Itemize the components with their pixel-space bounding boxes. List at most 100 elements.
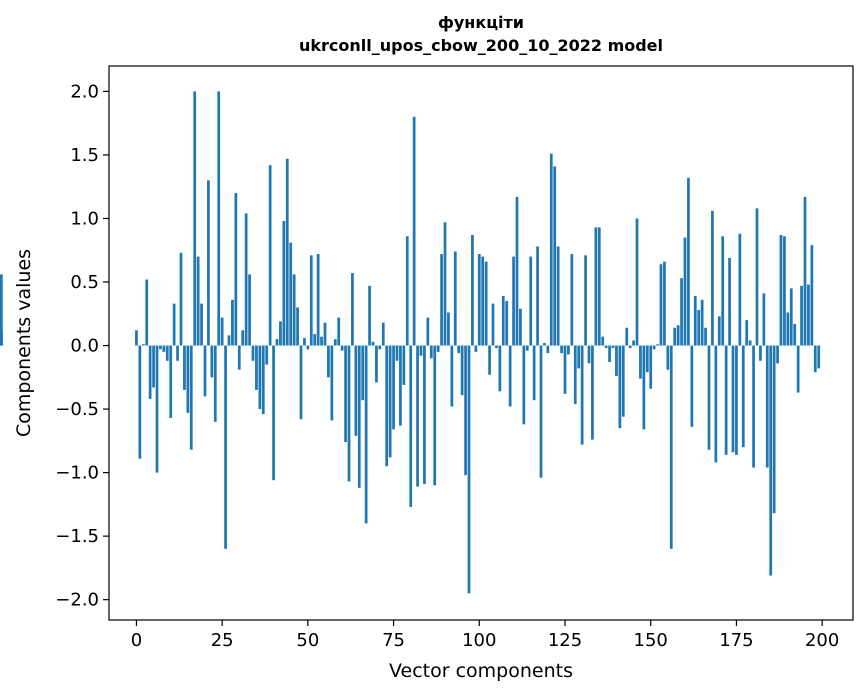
bar-148 <box>642 345 646 430</box>
bar-82 <box>416 345 419 487</box>
bar-173 <box>728 257 731 346</box>
bar-17 <box>193 91 197 346</box>
bar-81 <box>412 116 416 346</box>
bar-185 <box>769 345 773 576</box>
bar-96 <box>464 345 467 476</box>
bar-106 <box>498 345 502 392</box>
bar-108 <box>505 301 509 346</box>
bar-184 <box>765 345 769 468</box>
bar-141 <box>618 345 622 429</box>
x-tick-label: 75 <box>382 630 405 651</box>
bar-91 <box>447 312 450 346</box>
bar-109 <box>508 345 512 407</box>
bar-18 <box>196 256 200 346</box>
bar-undefined <box>0 330 3 346</box>
bar-5 <box>152 345 155 388</box>
bar-30 <box>237 345 241 370</box>
bar-143 <box>625 327 629 346</box>
x-axis-ticks: 0 25 50 75 100 125 150 175 200 <box>131 620 839 651</box>
bar-26 <box>224 345 227 549</box>
bar-182 <box>759 345 762 361</box>
bar-3 <box>145 279 149 346</box>
bar-52 <box>313 334 317 346</box>
chart-title-line-1: функціти <box>438 13 524 32</box>
bar-197 <box>810 245 814 346</box>
bar-160 <box>683 237 687 346</box>
bar-126 <box>567 345 570 355</box>
bar-196 <box>807 284 810 346</box>
bar-39 <box>268 165 272 346</box>
bar-172 <box>724 345 728 455</box>
bar-36 <box>258 345 262 410</box>
x-tick-label: 175 <box>719 630 753 651</box>
bar-50 <box>306 345 310 350</box>
bar-51 <box>309 255 313 346</box>
bar-118 <box>539 345 543 478</box>
bar-113 <box>522 345 526 425</box>
y-tick-label: 1.0 <box>70 208 99 229</box>
bar-168 <box>711 210 714 346</box>
bar-191 <box>789 288 793 346</box>
bar-98 <box>471 235 474 346</box>
bar-130 <box>580 345 584 445</box>
bar-66 <box>361 345 365 401</box>
bar-68 <box>368 285 371 346</box>
bar-163 <box>693 295 697 346</box>
bar-119 <box>543 343 546 346</box>
bar-102 <box>484 261 488 346</box>
bar-180 <box>752 345 755 468</box>
bar-177 <box>741 345 745 448</box>
bar-46 <box>292 274 296 346</box>
bar-95 <box>460 345 464 396</box>
bar-114 <box>525 345 529 351</box>
bar-135 <box>597 227 601 346</box>
bar-190 <box>786 312 790 346</box>
bar-90 <box>443 222 447 346</box>
y-tick-label: 2.0 <box>70 81 99 102</box>
bar-179 <box>748 340 752 346</box>
bar-40 <box>272 345 275 481</box>
bar-166 <box>704 327 707 346</box>
bar-27 <box>227 335 231 346</box>
bar-12 <box>176 345 179 361</box>
bar-140 <box>615 345 618 377</box>
x-tick-label: 150 <box>634 630 668 651</box>
bar-47 <box>296 307 299 346</box>
bar-123 <box>556 246 560 346</box>
bar-194 <box>800 285 803 346</box>
bar-151 <box>652 345 656 350</box>
bar-170 <box>717 316 721 346</box>
bar-198 <box>813 345 817 373</box>
bar-70 <box>375 345 378 383</box>
bar-162 <box>690 345 694 427</box>
bar-2 <box>141 344 145 346</box>
bar-10 <box>169 345 173 418</box>
bar-85 <box>426 317 430 346</box>
bar-64 <box>354 345 358 436</box>
bar-65 <box>357 345 361 488</box>
bar-77 <box>399 345 402 426</box>
bar-6 <box>155 345 159 473</box>
bar-189 <box>783 236 786 346</box>
bar-139 <box>611 345 615 349</box>
bar-122 <box>553 166 557 346</box>
bar-149 <box>645 345 649 373</box>
bar-124 <box>560 345 563 354</box>
bar-125 <box>563 345 567 394</box>
bar-83 <box>419 345 423 356</box>
bar-183 <box>762 293 766 346</box>
bar-199 <box>817 345 821 369</box>
bar-49 <box>303 337 306 346</box>
bar-121 <box>549 153 553 346</box>
bar-138 <box>608 345 611 363</box>
bar-1 <box>138 345 142 459</box>
bar-undefined <box>0 274 3 346</box>
bar-28 <box>231 299 234 346</box>
bar-112 <box>519 308 522 346</box>
bar-35 <box>255 345 258 391</box>
x-tick-label: 25 <box>211 630 234 651</box>
bar-33 <box>248 274 251 346</box>
bar-115 <box>529 256 533 346</box>
bar-133 <box>591 345 594 440</box>
bar-155 <box>666 345 670 370</box>
